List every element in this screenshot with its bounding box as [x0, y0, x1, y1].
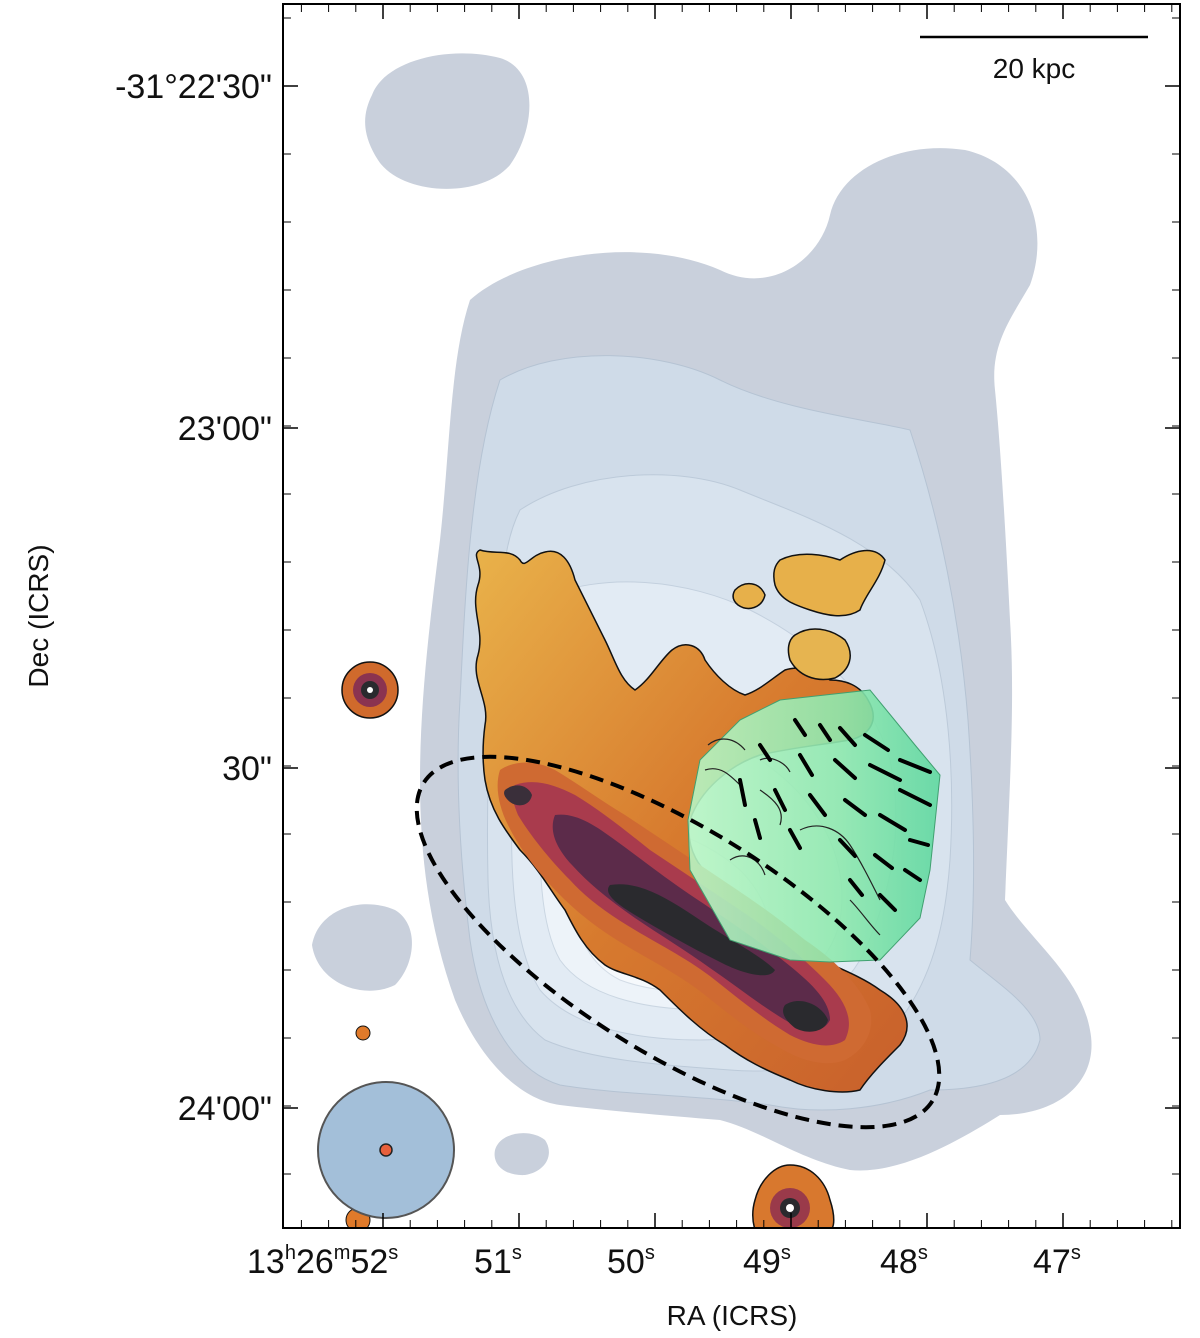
halpha-dark-knot [504, 785, 532, 806]
x-minor-ticks [300, 4, 1173, 1228]
plot-frame [282, 3, 1181, 1229]
x-tick-label-4: 49s [743, 1242, 791, 1281]
beam-dot [379, 1143, 393, 1157]
y-tick-label-3: 30" [222, 750, 272, 788]
y-tick-label-4: 24'00" [178, 1090, 272, 1128]
compact-source-upper-left [341, 661, 399, 719]
disk-dashed-ellipse [414, 754, 942, 1130]
polarization-vectors [738, 718, 932, 912]
radio-emission-outer [365, 53, 530, 189]
scale-bar-label: 20 kpc [993, 53, 1076, 84]
halpha-dark-nucleus-2 [783, 1000, 828, 1032]
x-tick-label-6: 47s [1033, 1242, 1081, 1281]
x-tick-label-2: 51s [474, 1242, 522, 1281]
y-tick-label-2: 23'00" [178, 410, 272, 448]
halpha-dark-nucleus-1 [607, 884, 775, 976]
x-tick-label-1: 13h26m52s [247, 1242, 398, 1281]
radio-emission-blob-small [494, 1133, 549, 1176]
halpha-patch-mid-right [787, 628, 851, 681]
y-tick-label-1: -31°22'30" [115, 68, 272, 106]
compact-source-small-left [355, 1025, 371, 1041]
compact-source-bottom [752, 1164, 835, 1228]
x-tick-label-5: 48s [880, 1242, 928, 1281]
halpha-patch-upper-right [773, 549, 886, 617]
x-axis-label: RA (ICRS) [667, 1300, 798, 1331]
radio-emission-blob-left [312, 904, 412, 991]
y-minor-ticks [283, 17, 1180, 1175]
halpha-patch-upper [732, 583, 766, 610]
y-axis-label: Dec (ICRS) [23, 544, 54, 687]
x-tick-label-3: 50s [607, 1242, 655, 1281]
